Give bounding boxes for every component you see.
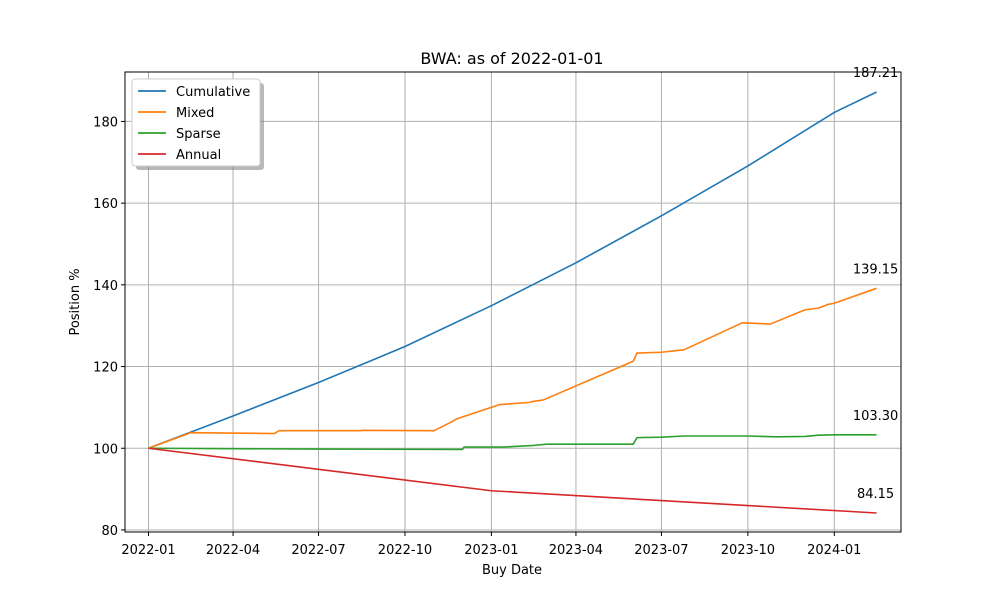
plot-frame [124, 71, 902, 533]
series-line-sparse [148, 433, 877, 451]
legend-label-mixed: Mixed [176, 106, 214, 121]
legend-box [131, 78, 261, 167]
x-tick-label: 2022-01 [121, 543, 175, 558]
y-axis-title: Position % [68, 268, 83, 335]
x-axis: 2022-01 2022-04 2022-07 2022-10 2023-01 2023-… [121, 532, 861, 558]
x-tick-label: 2023-01 [464, 543, 518, 558]
x-tick-label: 2022-10 [378, 543, 432, 558]
legend-items: Cumulative Mixed Sparse Annual [138, 85, 250, 163]
x-axis-title: Buy Date [482, 563, 542, 578]
y-axis: 80 100 120 140 160 180 [93, 115, 125, 539]
legend: Cumulative Mixed Sparse Annual [131, 78, 264, 170]
y-tick-label: 100 [93, 442, 118, 457]
y-tick-label: 80 [101, 524, 118, 539]
grid [125, 72, 901, 532]
series-layer [148, 91, 877, 514]
series-line-cumulative [148, 91, 877, 449]
x-tick-label: 2022-07 [291, 543, 345, 558]
legend-label-sparse: Sparse [176, 127, 221, 142]
y-tick-label: 180 [93, 115, 118, 130]
end-value-label-annual: 84.15 [857, 487, 894, 502]
end-labels: 187.21 139.15 103.30 84.15 [853, 66, 899, 502]
y-tick-label: 160 [93, 197, 118, 212]
x-tick-label: 2024-01 [807, 543, 861, 558]
series-line-mixed [148, 287, 877, 450]
legend-label-annual: Annual [176, 148, 221, 163]
x-tick-label: 2023-04 [549, 543, 603, 558]
end-value-label-sparse: 103.30 [853, 409, 899, 424]
y-tick-label: 120 [93, 361, 118, 376]
series-line-annual [148, 447, 877, 514]
x-tick-label: 2023-07 [634, 543, 688, 558]
end-value-label-mixed: 139.15 [853, 262, 899, 277]
end-value-label-cumulative: 187.21 [853, 66, 899, 81]
y-tick-label: 140 [93, 279, 118, 294]
chart-title: BWA: as of 2022-01-01 [420, 49, 603, 68]
legend-label-cumulative: Cumulative [176, 85, 250, 100]
x-tick-label: 2022-04 [206, 543, 260, 558]
x-tick-label: 2023-10 [721, 543, 775, 558]
